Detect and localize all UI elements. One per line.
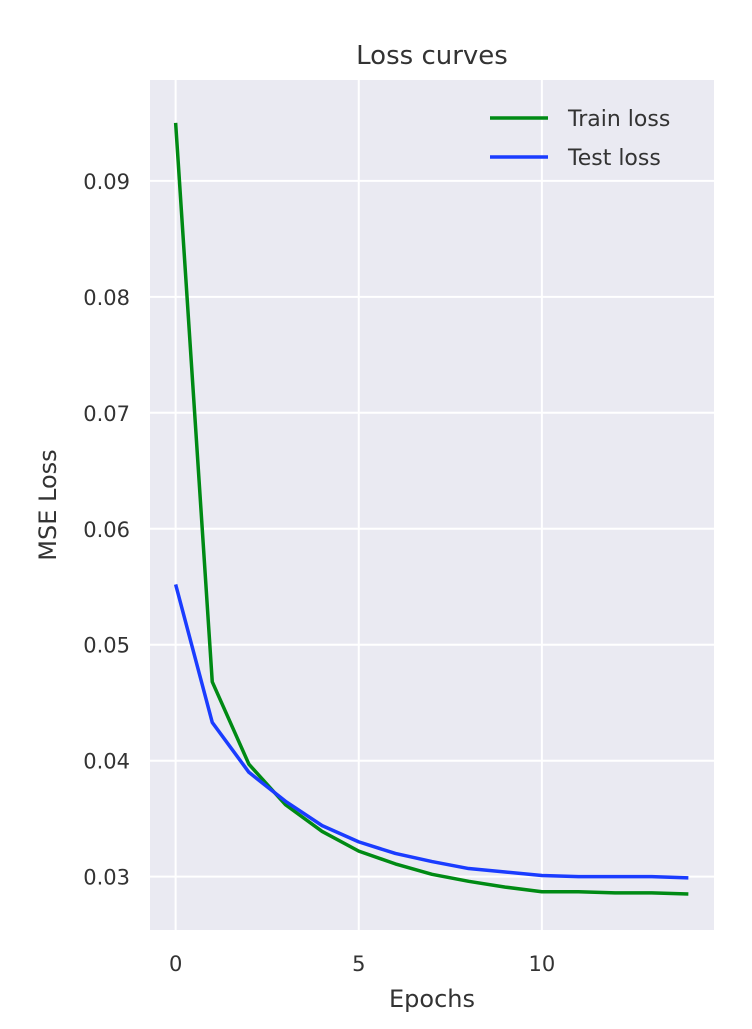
series-line-train (173, 122, 689, 896)
y-tick-label: 0.09 (83, 170, 130, 194)
x-tick-label: 0 (169, 952, 182, 976)
chart-title: Loss curves (356, 41, 508, 71)
legend: Train loss Test loss (490, 107, 670, 171)
y-tick-label: 0.04 (83, 750, 130, 774)
plot-background (150, 80, 714, 930)
legend-label-test: Test loss (567, 146, 661, 171)
x-tick-label: 10 (529, 952, 556, 976)
x-axis-title: Epochs (389, 985, 475, 1013)
legend-label-train: Train loss (567, 107, 670, 132)
y-tick-label: 0.05 (83, 634, 130, 658)
grid-lines (150, 80, 714, 930)
y-tick-label: 0.06 (83, 518, 130, 542)
y-axis-title: MSE Loss (34, 449, 62, 560)
y-tick-label: 0.03 (83, 866, 130, 890)
series-line-test (173, 583, 689, 880)
tick-labels: 0 5 10 0.03 0.04 0.05 0.06 0.07 0.08 0.09 (83, 170, 555, 976)
y-tick-label: 0.08 (83, 286, 130, 310)
series-lines (173, 122, 689, 896)
x-tick-label: 5 (352, 952, 365, 976)
y-tick-label: 0.07 (83, 402, 130, 426)
